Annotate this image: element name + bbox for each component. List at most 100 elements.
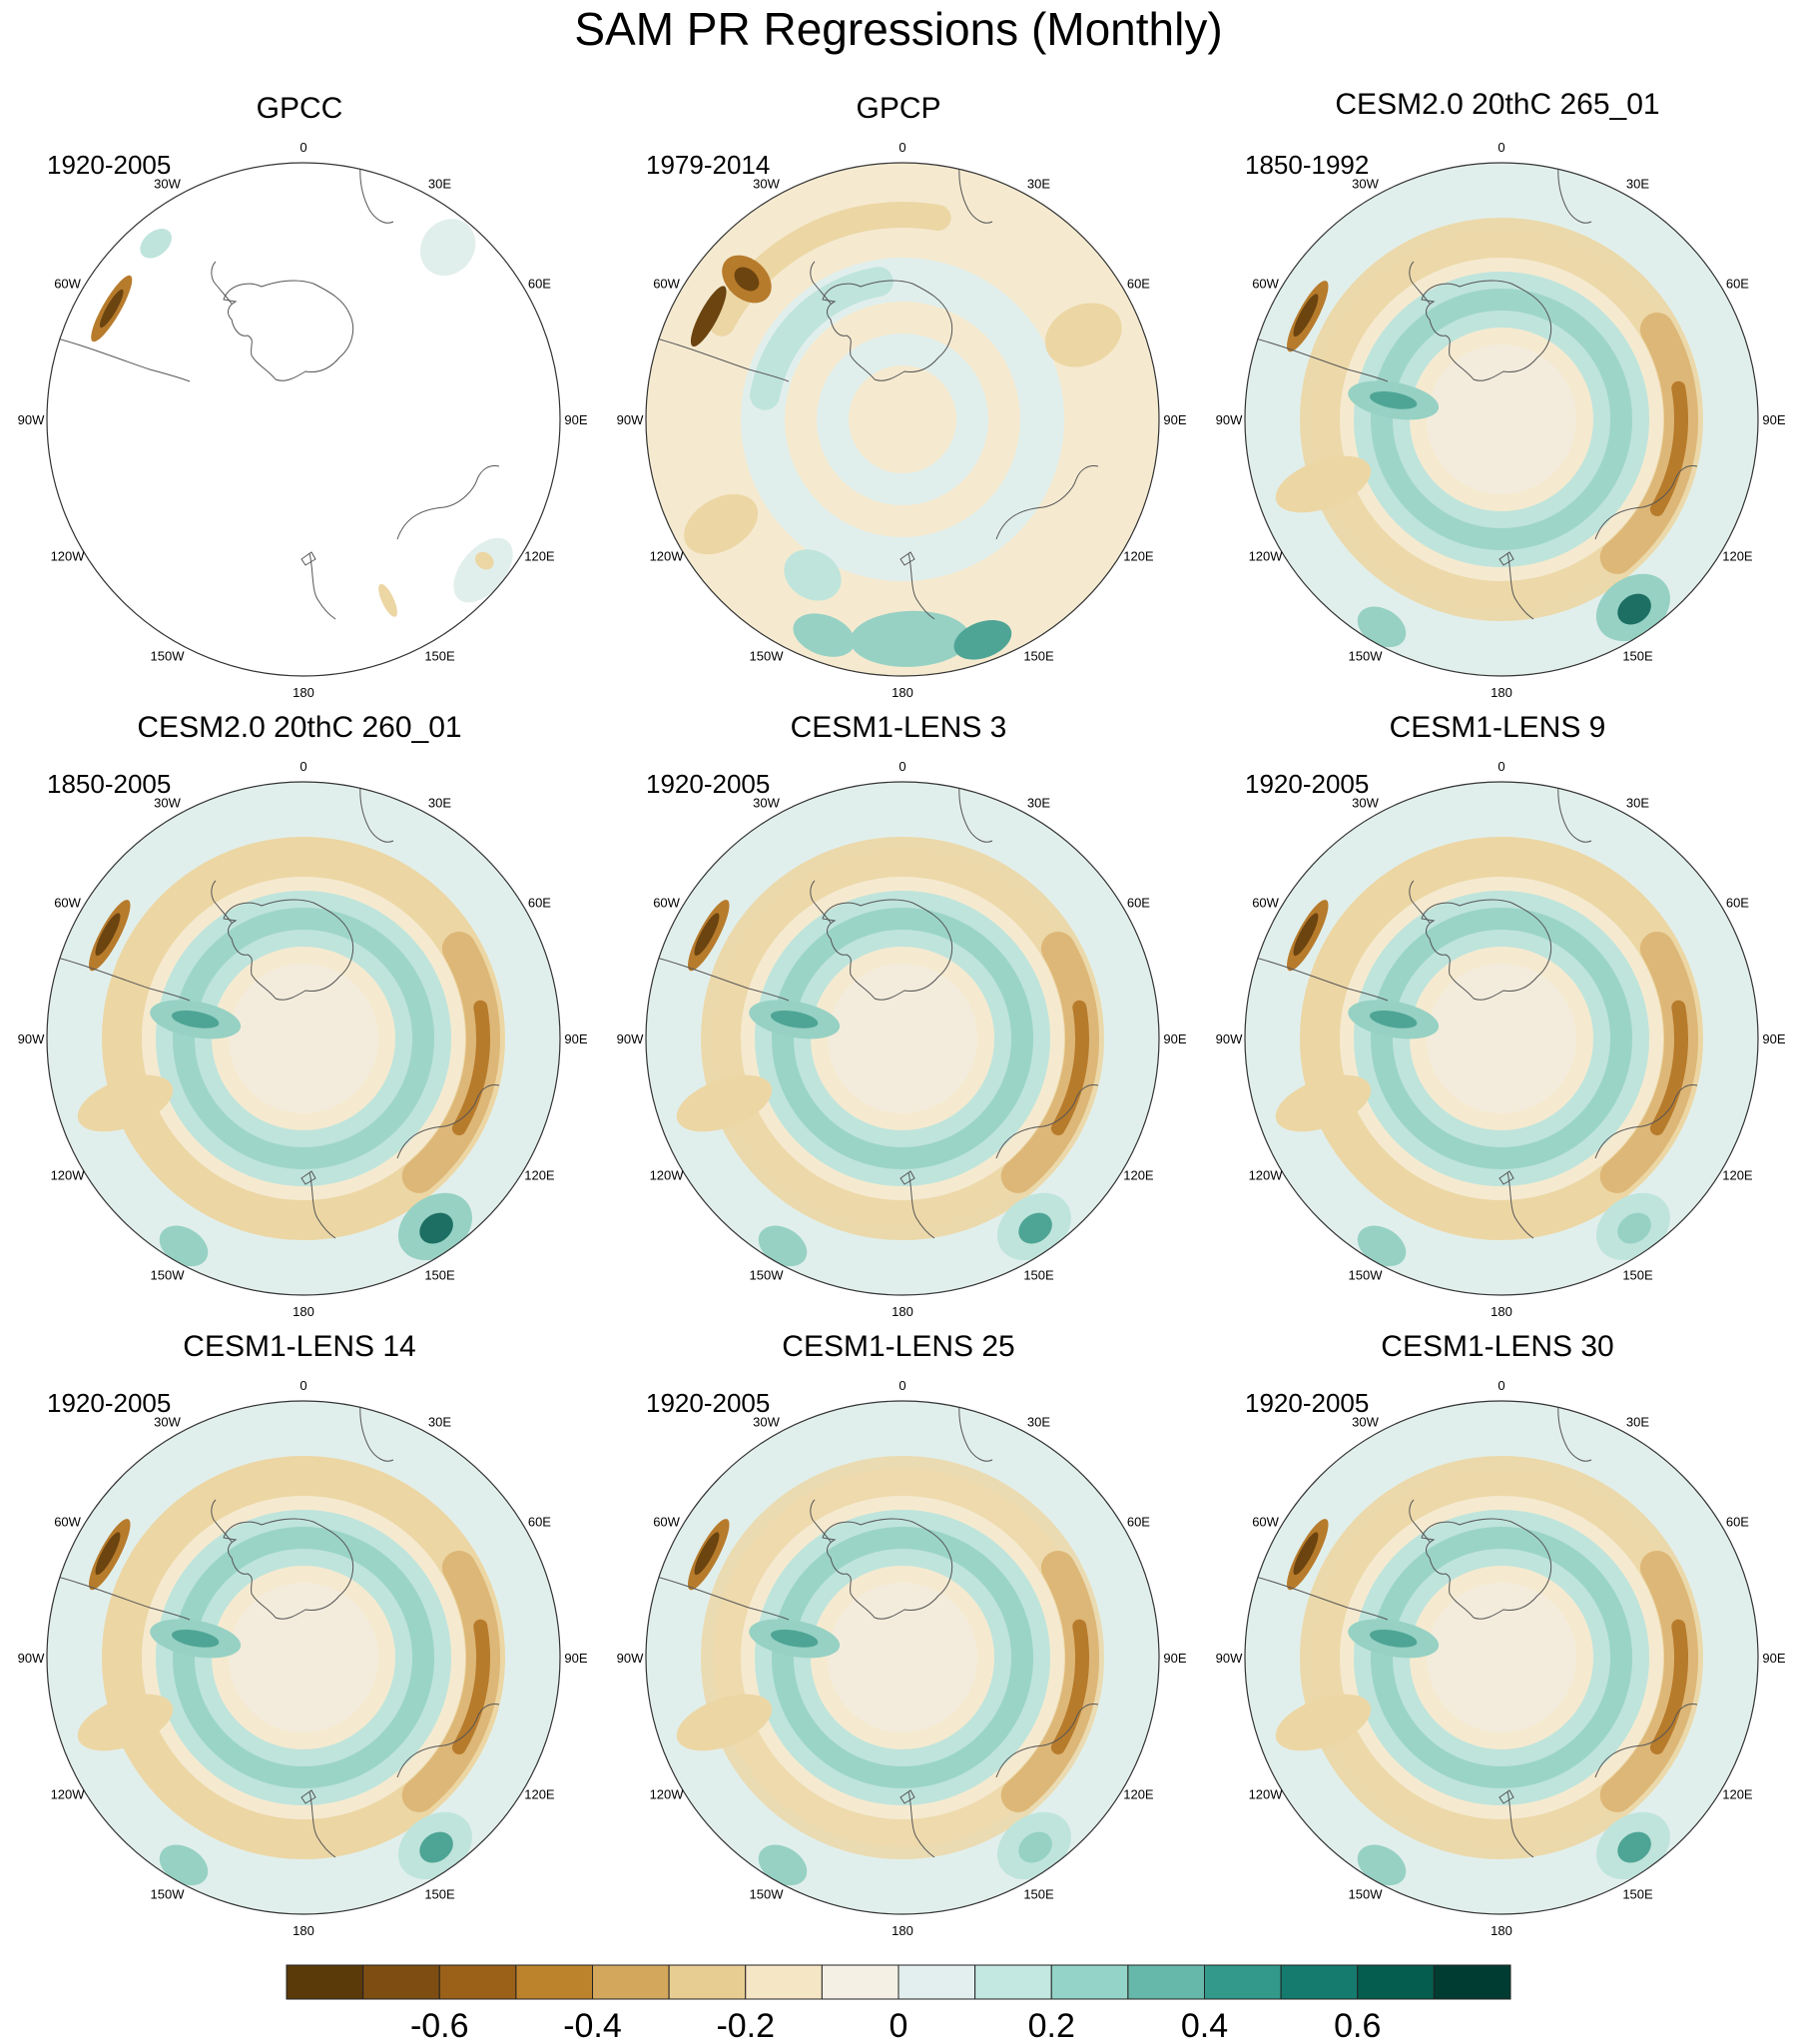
longitude-label: 60E (528, 1515, 551, 1530)
southeast-pacific-dry-patch (77, 1694, 174, 1751)
southeast-pacific-dry-patch (1275, 1694, 1372, 1751)
longitude-label: 150E (424, 1886, 455, 1901)
patagonia-dry-core (1293, 1532, 1319, 1576)
longitude-label: 90E (1762, 1031, 1785, 1046)
south-america-coastline (1245, 1573, 1389, 1621)
longitude-label: 90E (564, 412, 587, 427)
longitude-label: 150E (1023, 648, 1054, 663)
longitude-label: 90W (1216, 1031, 1243, 1046)
colorbar-tick-label: 0 (890, 2007, 908, 2044)
longitude-label: 150E (1622, 1267, 1653, 1282)
longitude-label: 150W (1349, 1267, 1384, 1282)
colorbar-swatch (362, 1964, 440, 2000)
map-panel: GPCP 1979-2014 0 30E 60E 90E 120E 150E 180 150W 12… (599, 0, 1198, 700)
polar-stereographic-map: 0 30E 60E 90E 120E 150E 180 150W 120W 90W 60W 30W (617, 140, 1187, 700)
longitude-label: 30E (1027, 796, 1050, 811)
map-boundary (1244, 1400, 1759, 1915)
new-zealand-coastline (308, 1171, 336, 1239)
antarctica-coastline (822, 1518, 953, 1620)
africa-coastline (958, 164, 993, 224)
new-zealand-wet-core (1018, 1212, 1052, 1244)
longitude-label: 0 (300, 140, 306, 155)
new-zealand-coastline (907, 552, 935, 620)
longitude-label: 60W (1252, 277, 1279, 292)
africa-coastline (958, 783, 993, 843)
map-panel: CESM2.0 20thC 265_01 1850-1992 0 30E 60E 90E 1… (1198, 0, 1797, 700)
pacific-wet-core (953, 620, 1012, 660)
peninsula-wet-core (770, 1629, 819, 1648)
south-america-coastline (47, 1573, 191, 1621)
south-pacific-wet-patch (758, 1225, 808, 1267)
antarctic-peninsula-coastline (211, 261, 233, 305)
new-zealand-wet-core (1617, 593, 1651, 625)
colorbar-swatch (592, 1964, 670, 2000)
antarctic-peninsula-coastline (810, 261, 832, 305)
longitude-label: 0 (300, 759, 306, 774)
australia-coastline (396, 1084, 500, 1159)
new-zealand-coastline (907, 1171, 935, 1239)
longitude-label: 180 (892, 1923, 913, 1938)
map-boundary (645, 162, 1160, 677)
africa-coastline (1557, 164, 1592, 224)
longitude-label: 120W (51, 1168, 86, 1183)
longitude-label: 150W (750, 648, 785, 663)
longitude-label: 150E (1622, 1886, 1653, 1901)
longitude-label: 120E (524, 549, 555, 564)
longitude-label: 90W (617, 1031, 644, 1046)
panel-title: GPCC (256, 92, 343, 125)
africa-coastline (359, 783, 394, 843)
longitude-label: 180 (892, 1304, 913, 1319)
colorbar-swatch (438, 1964, 517, 2000)
longitude-label: 30E (428, 796, 451, 811)
polar-cap (229, 1583, 378, 1732)
longitude-label: 120E (524, 1168, 555, 1183)
longitude-label: 120E (1123, 1787, 1154, 1802)
antarctica-coastline (223, 899, 354, 1001)
map-panel: CESM1-LENS 30 1920-2005 0 30E 60E 90E 120E 150E… (1198, 1238, 1797, 1938)
longitude-label: 120E (1123, 1168, 1154, 1183)
polar-stereographic-map: 0 30E 60E 90E 120E 150E 180 150W 120W 90W 60W 30W (617, 759, 1187, 1319)
antarctica-coastline (822, 280, 953, 381)
longitude-label: 150W (151, 1267, 186, 1282)
antarctica-coastline (1421, 280, 1552, 381)
longitude-label: 0 (898, 1378, 905, 1393)
australia-coastline (1594, 465, 1698, 540)
new-zealand-wet-core (419, 1212, 453, 1244)
longitude-label: 150W (151, 1886, 186, 1901)
australia-coastline (995, 1703, 1099, 1778)
longitude-label: 60E (1127, 1515, 1150, 1530)
antarctica-coastline (822, 899, 953, 1001)
southeast-pacific-dry-patch (1275, 455, 1372, 513)
africa-wet-patch (419, 219, 476, 277)
longitude-label: 30E (1626, 177, 1649, 192)
longitude-label: 120E (524, 1787, 555, 1802)
south-pacific-wet-patch (1357, 1225, 1407, 1267)
longitude-label: 30W (1352, 796, 1379, 811)
colorbar-swatch (668, 1964, 747, 2000)
panel-period: 1979-2014 (646, 150, 771, 180)
longitude-label: 60E (1127, 896, 1150, 911)
polar-cap (229, 964, 378, 1113)
patagonia-dry-core (1293, 294, 1319, 338)
longitude-label: 150E (1023, 1886, 1054, 1901)
map-boundary (1244, 781, 1759, 1296)
panel-title: CESM2.0 20thC 265_01 (1335, 88, 1660, 121)
south-pacific-wet-patch (1357, 606, 1407, 648)
map-boundary (645, 781, 1160, 1296)
panel-period: 1920-2005 (47, 150, 172, 180)
longitude-label: 90E (1163, 412, 1186, 427)
colorbar-tick-label: 0.4 (1181, 2007, 1228, 2044)
longitude-label: 120W (1249, 1168, 1284, 1183)
southeast-pacific-dry-patch (77, 1074, 174, 1132)
longitude-label: 150E (424, 648, 455, 663)
longitude-label: 150E (1023, 1267, 1054, 1282)
colorbar-tick-label: -0.2 (716, 2007, 775, 2044)
longitude-label: 90E (564, 1031, 587, 1046)
polar-stereographic-map: 0 30E 60E 90E 120E 150E 180 150W 120W 90W 60W 30W (18, 1378, 588, 1938)
colorbar-swatch (898, 1964, 976, 2000)
longitude-label: 150W (1349, 648, 1384, 663)
colorbar-swatch (1050, 1964, 1129, 2000)
south-pacific-wet-patch (159, 1844, 209, 1886)
antarctica-coastline (1421, 1518, 1552, 1620)
africa-coastline (1557, 1402, 1592, 1462)
